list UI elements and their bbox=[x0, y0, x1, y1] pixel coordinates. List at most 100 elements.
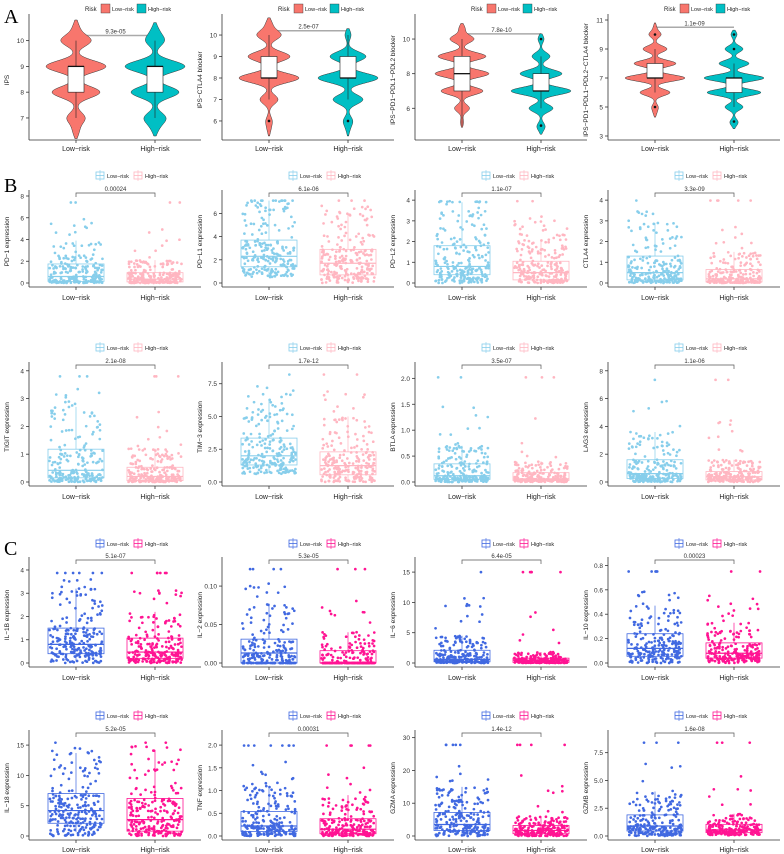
box-low-risk bbox=[67, 66, 85, 93]
data-point-high-risk bbox=[139, 643, 143, 646]
data-point-high-risk bbox=[730, 464, 734, 467]
data-point-low-risk bbox=[283, 205, 287, 209]
data-point-high-risk bbox=[346, 212, 349, 216]
data-point-high-risk bbox=[148, 642, 151, 646]
data-point-high-risk bbox=[173, 643, 177, 646]
data-point-high-risk bbox=[558, 253, 562, 257]
data-point-high-risk bbox=[364, 249, 367, 252]
data-point-low-risk bbox=[671, 474, 675, 478]
data-point-high-risk bbox=[728, 280, 732, 283]
data-point-high-risk bbox=[167, 640, 171, 644]
data-point-high-risk bbox=[344, 392, 348, 396]
data-point-low-risk bbox=[56, 462, 60, 465]
data-point-low-risk bbox=[273, 405, 277, 408]
data-point-high-risk bbox=[372, 461, 375, 465]
data-point-high-risk bbox=[536, 250, 540, 253]
data-point-high-risk bbox=[741, 273, 745, 276]
data-point-high-risk bbox=[708, 270, 712, 274]
data-point-high-risk bbox=[542, 224, 546, 228]
x-tick-label: Low−risk bbox=[448, 295, 476, 302]
legend-box-low-icon bbox=[95, 342, 105, 353]
data-point-high-risk bbox=[752, 281, 755, 284]
data-point-low-risk bbox=[678, 258, 681, 262]
data-point-low-risk bbox=[438, 217, 442, 220]
data-point-low-risk bbox=[260, 659, 264, 662]
data-point-high-risk bbox=[367, 644, 371, 648]
data-point-low-risk bbox=[98, 473, 102, 477]
data-point-high-risk bbox=[340, 276, 344, 280]
data-point-low-risk bbox=[675, 450, 679, 454]
data-point-high-risk bbox=[353, 477, 356, 480]
data-point-low-risk bbox=[470, 223, 474, 227]
data-point-high-risk bbox=[332, 480, 336, 484]
data-point-high-risk bbox=[150, 281, 153, 284]
data-point-low-risk bbox=[287, 373, 291, 376]
x-tick-label: High−risk bbox=[140, 494, 170, 501]
data-point-high-risk bbox=[324, 644, 328, 648]
data-point-high-risk bbox=[143, 638, 146, 642]
data-point-high-risk bbox=[730, 429, 734, 433]
data-point-low-risk bbox=[459, 375, 463, 379]
y-tick-label: 8 bbox=[599, 368, 603, 375]
data-point-high-risk bbox=[714, 241, 718, 245]
data-point-low-risk bbox=[259, 199, 263, 202]
data-point-low-risk bbox=[75, 659, 79, 663]
data-point-high-risk bbox=[151, 457, 154, 461]
y-tick-label: 4 bbox=[406, 198, 410, 205]
data-point-high-risk bbox=[127, 262, 131, 266]
data-point-low-risk bbox=[64, 635, 67, 638]
data-point-high-risk bbox=[540, 264, 544, 268]
data-point-high-risk bbox=[342, 453, 346, 457]
data-point-high-risk bbox=[137, 264, 141, 268]
y-axis-label: TIGIT expression bbox=[4, 402, 11, 452]
data-point-low-risk bbox=[50, 463, 54, 467]
data-point-high-risk bbox=[178, 238, 181, 242]
data-point-low-risk bbox=[487, 266, 490, 270]
data-point-high-risk bbox=[348, 238, 352, 242]
data-point-high-risk bbox=[335, 459, 338, 463]
data-point-high-risk bbox=[731, 266, 734, 269]
y-axis-label: IPS−CTLA4 blocker bbox=[197, 51, 204, 109]
data-point-low-risk bbox=[241, 212, 245, 216]
data-point-high-risk bbox=[758, 460, 762, 464]
data-point-low-risk bbox=[282, 443, 286, 447]
data-point-high-risk bbox=[176, 623, 180, 626]
data-point-high-risk bbox=[749, 199, 753, 202]
data-point-low-risk bbox=[64, 270, 68, 274]
data-point-low-risk bbox=[644, 246, 648, 250]
data-point-high-risk bbox=[362, 239, 366, 243]
data-point-low-risk bbox=[669, 264, 673, 268]
data-point-low-risk bbox=[437, 464, 441, 467]
data-point-high-risk bbox=[344, 635, 348, 639]
data-point-low-risk bbox=[467, 465, 471, 468]
data-point-high-risk bbox=[347, 479, 350, 482]
data-point-low-risk bbox=[472, 255, 476, 259]
data-point-low-risk bbox=[100, 604, 104, 607]
data-point-high-risk bbox=[343, 278, 347, 282]
data-point-high-risk bbox=[756, 477, 759, 480]
data-point-high-risk bbox=[355, 646, 359, 650]
data-point-low-risk bbox=[251, 272, 254, 276]
y-axis-label: IL−1B expression bbox=[4, 589, 11, 640]
y-tick-label: 2 bbox=[599, 239, 603, 246]
data-point-low-risk bbox=[486, 415, 490, 419]
data-point-high-risk bbox=[144, 649, 148, 652]
data-point-high-risk bbox=[357, 232, 361, 236]
legend-box-high-icon bbox=[133, 170, 143, 181]
data-point-high-risk bbox=[164, 448, 167, 451]
data-point-high-risk bbox=[147, 653, 150, 657]
data-point-low-risk bbox=[72, 244, 76, 248]
data-point-low-risk bbox=[255, 456, 258, 460]
data-point-high-risk bbox=[745, 464, 749, 467]
significance-bracket bbox=[268, 364, 349, 369]
data-point-low-risk bbox=[256, 206, 260, 209]
data-point-low-risk bbox=[248, 246, 252, 250]
data-point-low-risk bbox=[259, 629, 263, 633]
data-point-low-risk bbox=[257, 422, 261, 426]
significance-bracket bbox=[461, 364, 542, 369]
data-point-high-risk bbox=[159, 262, 163, 266]
data-point-low-risk bbox=[51, 471, 55, 474]
data-point-low-risk bbox=[647, 275, 651, 279]
